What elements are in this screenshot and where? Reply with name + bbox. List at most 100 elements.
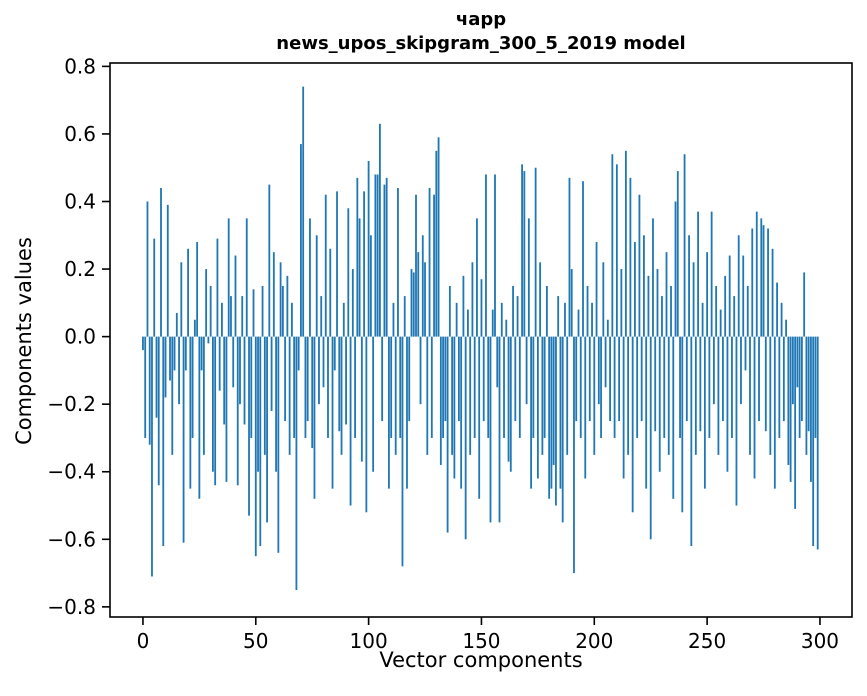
bar (692, 262, 695, 337)
bar (243, 336, 246, 425)
bar (487, 336, 490, 438)
bar (631, 336, 634, 513)
bar (153, 238, 156, 337)
bar (221, 302, 223, 337)
bar (261, 285, 264, 337)
bar (297, 336, 300, 371)
x-axis-label: Vector components (379, 648, 583, 672)
bar (794, 336, 797, 509)
chart-title: чарр news_upos_skipgram_300_5_2019 model (110, 8, 852, 56)
bar (667, 336, 670, 455)
bar (764, 336, 767, 432)
bar (419, 336, 422, 405)
bar (505, 319, 508, 337)
bar (471, 262, 474, 337)
bar (437, 137, 440, 337)
bar (277, 336, 280, 553)
y-tick-label: 0.8 (64, 54, 96, 78)
bar (521, 164, 523, 337)
bar (640, 336, 643, 422)
bar (428, 187, 431, 337)
x-tick-label: 50 (243, 629, 268, 653)
bar (536, 336, 539, 479)
bar (345, 336, 347, 425)
bar (252, 289, 255, 337)
bar (789, 336, 792, 482)
bar (322, 336, 325, 388)
y-tick-label: 0.2 (64, 257, 96, 281)
bar (347, 208, 350, 337)
bar (746, 285, 749, 337)
bar (724, 275, 727, 337)
y-tick-label: −0.6 (47, 527, 96, 551)
bar (248, 336, 250, 516)
bar (250, 336, 253, 438)
bar (602, 262, 605, 337)
bar (385, 177, 388, 337)
bar (290, 302, 293, 337)
bar (306, 336, 309, 422)
bar (318, 336, 320, 405)
bar (372, 336, 375, 472)
bar (200, 336, 203, 371)
bar (410, 269, 413, 337)
bar (173, 336, 176, 371)
bar (365, 336, 368, 513)
bar (496, 336, 499, 388)
bar (455, 302, 458, 337)
bar (381, 336, 384, 422)
bar (584, 336, 587, 479)
bar (225, 336, 228, 482)
bar (647, 275, 650, 337)
bar (383, 184, 386, 337)
bar (778, 336, 781, 438)
bar (559, 336, 562, 489)
bar (643, 235, 645, 337)
bar (582, 181, 584, 337)
bar (184, 336, 187, 371)
bar (627, 336, 630, 455)
bar (369, 235, 372, 337)
bar (354, 336, 356, 438)
bar (516, 296, 519, 337)
bar (469, 336, 472, 455)
bar (782, 336, 785, 422)
bar (169, 336, 171, 381)
bar (636, 336, 639, 438)
bar (762, 225, 765, 337)
bar (415, 194, 417, 337)
bar (457, 336, 460, 422)
bar (773, 336, 776, 489)
bar (798, 336, 801, 438)
bar (360, 336, 363, 462)
bar (390, 336, 393, 438)
y-tick-label: 0.4 (64, 190, 96, 214)
bar (439, 336, 442, 465)
bar (453, 336, 456, 479)
bar (216, 238, 219, 337)
bar (162, 336, 165, 547)
bar (703, 336, 706, 489)
bar (744, 336, 747, 371)
bar (491, 309, 494, 337)
bar (665, 252, 668, 337)
bar (205, 269, 208, 337)
bar (329, 248, 332, 337)
bar (464, 336, 467, 540)
bar (706, 252, 709, 337)
bar (550, 336, 553, 489)
bar (683, 154, 686, 337)
bar (676, 171, 679, 337)
bar (340, 336, 343, 455)
bar (160, 187, 162, 337)
bar (394, 336, 397, 455)
bar (593, 336, 596, 455)
bar (241, 296, 244, 337)
bar (356, 177, 359, 337)
bar (780, 302, 783, 337)
bar (518, 336, 521, 438)
bar (148, 336, 151, 445)
bar (485, 174, 487, 337)
bar (685, 336, 688, 422)
bar (272, 252, 275, 337)
